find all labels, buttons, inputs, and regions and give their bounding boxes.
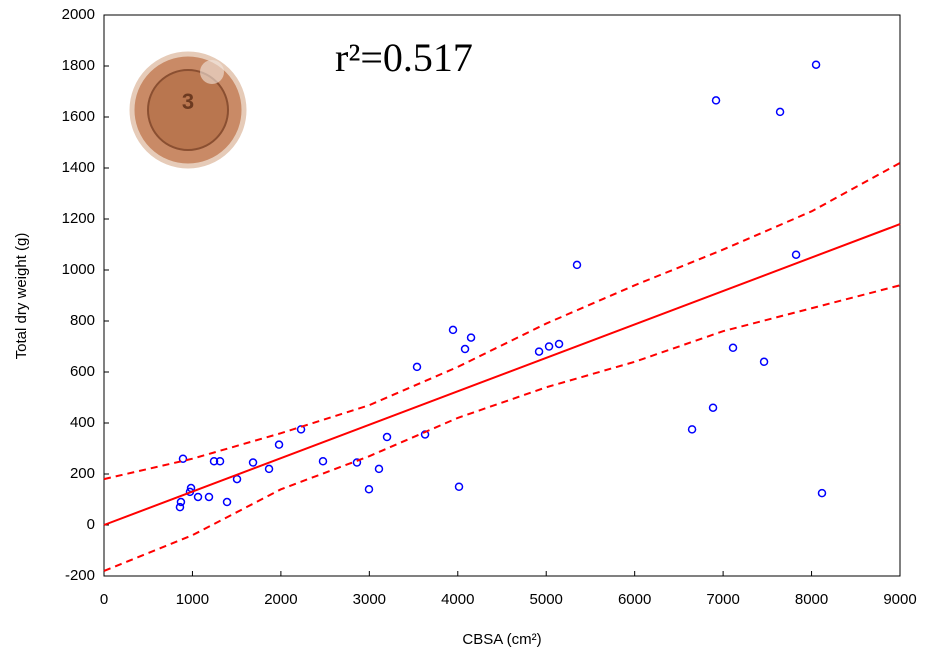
data-point — [728, 343, 738, 353]
data-point — [466, 333, 476, 342]
x-tick-label: 6000 — [618, 591, 651, 608]
x-tick-label: 5000 — [530, 591, 563, 608]
data-point — [534, 347, 544, 356]
data-point — [374, 464, 384, 474]
x-tick-label: 3000 — [353, 591, 386, 608]
y-tick-label: 400 — [70, 414, 95, 431]
data-point — [248, 458, 258, 467]
x-tick-label: 4000 — [441, 591, 474, 608]
y-tick-label: 1600 — [62, 108, 95, 125]
y-tick-label: -200 — [65, 567, 95, 584]
x-tick-label: 2000 — [264, 591, 297, 608]
data-point — [708, 403, 718, 412]
medal-inner — [147, 69, 229, 151]
data-point — [193, 492, 203, 502]
data-point — [817, 488, 827, 498]
fit-line — [103, 223, 901, 526]
data-point — [274, 440, 284, 449]
y-tick-label: 800 — [70, 312, 95, 329]
confidence-band — [103, 162, 901, 481]
x-tick-label: 9000 — [883, 591, 916, 608]
plot-frame — [103, 14, 901, 577]
data-point — [454, 482, 464, 491]
y-tick-label: 0 — [87, 516, 95, 533]
data-point — [178, 454, 188, 463]
data-point — [175, 502, 185, 512]
data-point — [554, 339, 564, 349]
x-tick-label: 7000 — [706, 591, 739, 608]
data-point — [215, 457, 225, 466]
y-tick-label: 200 — [70, 465, 95, 482]
data-point — [811, 60, 821, 69]
confidence-band — [103, 284, 901, 572]
data-point — [759, 357, 769, 367]
data-point — [364, 485, 374, 494]
medal-shine — [200, 60, 224, 84]
x-tick-label: 8000 — [795, 591, 828, 608]
data-point — [222, 497, 232, 507]
data-point — [204, 492, 214, 502]
data-point — [687, 425, 697, 434]
y-tick-label: 1400 — [62, 159, 95, 176]
annotation: r²=0.517 — [335, 35, 473, 80]
medal-number: 3 — [182, 89, 194, 114]
y-tick-label: 600 — [70, 363, 95, 380]
x-tick-label: 1000 — [176, 591, 209, 608]
data-point — [775, 107, 785, 117]
data-point — [412, 362, 422, 372]
data-point — [544, 342, 554, 351]
data-point — [460, 344, 470, 354]
data-point — [791, 250, 801, 259]
data-point — [264, 464, 274, 474]
y-tick-label: 1200 — [62, 210, 95, 227]
y-tick-label: 2000 — [62, 6, 95, 23]
data-point — [318, 457, 328, 466]
data-point — [572, 260, 582, 270]
data-point — [382, 432, 392, 442]
x-tick-label: 0 — [100, 591, 108, 608]
data-point — [176, 497, 186, 507]
data-point — [711, 96, 721, 105]
y-tick-label: 1800 — [62, 57, 95, 74]
data-point — [352, 458, 362, 467]
medal: 3 — [129, 51, 247, 169]
y-axis-label: Total dry weight (g) — [13, 233, 30, 360]
x-axis-label: CBSA (cm²) — [462, 631, 541, 648]
y-tick-label: 1000 — [62, 261, 95, 278]
data-point — [209, 457, 219, 466]
data-point — [448, 325, 458, 335]
